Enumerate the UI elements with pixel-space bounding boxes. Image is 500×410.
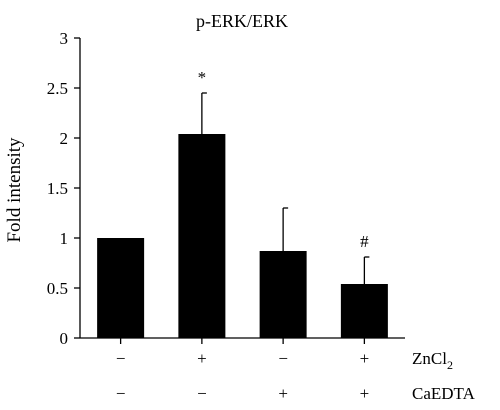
treatment-sign: −: [197, 384, 207, 403]
bar: [340, 284, 388, 338]
treatment-label: ZnCl2: [412, 349, 453, 372]
bar: [259, 251, 307, 338]
bar: [178, 134, 226, 338]
y-tick-label: 3: [60, 29, 69, 48]
chart-title: p-ERK/ERK: [196, 11, 288, 31]
y-tick-label: 0.5: [47, 279, 68, 298]
treatment-label-subscript: 2: [447, 358, 453, 372]
plot-area: 0 0.5 1 1.5 2 2.5 3 * #: [47, 29, 405, 348]
treatment-sign: +: [360, 384, 370, 403]
significance-marker: #: [360, 232, 369, 251]
treatment-sign: +: [278, 384, 288, 403]
treatment-label: CaEDTA: [412, 384, 476, 403]
treatment-sign: +: [360, 349, 370, 368]
treatment-sign: −: [278, 349, 288, 368]
bar: [97, 238, 145, 338]
y-tick-label: 0: [60, 329, 69, 348]
treatment-sign: −: [116, 349, 126, 368]
y-tick-label: 2.5: [47, 79, 68, 98]
y-tick-label: 2: [60, 129, 69, 148]
treatment-table: − + − + ZnCl2 − − + + CaEDTA: [116, 349, 476, 403]
treatment-sign: −: [116, 384, 126, 403]
y-axis-label: Fold intensity: [4, 137, 25, 243]
y-tick-label: 1.5: [47, 179, 68, 198]
treatment-sign: +: [197, 349, 207, 368]
y-tick-label: 1: [60, 229, 69, 248]
significance-marker: *: [198, 68, 207, 87]
